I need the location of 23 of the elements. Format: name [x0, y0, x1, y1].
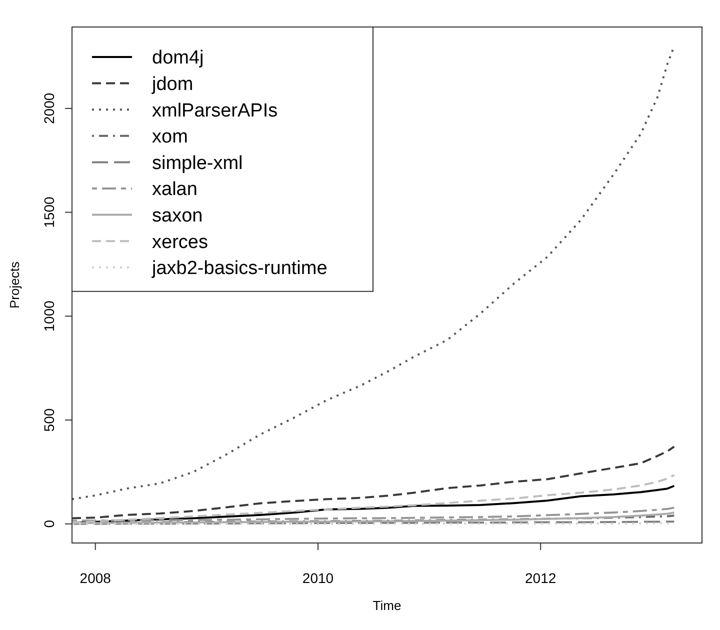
line-series: [71, 474, 676, 524]
legend-label: jdom: [151, 74, 194, 95]
y-tick-label: 1000: [41, 300, 57, 332]
line-series: [71, 506, 676, 522]
legend-label: xalan: [152, 179, 198, 200]
y-axis-title: Projects: [7, 261, 22, 308]
line-series: [71, 512, 676, 524]
y-tick-label: 2000: [41, 92, 57, 124]
y-tick-label: 0: [41, 520, 57, 528]
legend-label: xerces: [152, 232, 208, 253]
legend-label: xmlParserAPIs: [152, 100, 278, 122]
legend-label: dom4j: [152, 48, 204, 69]
legend-label: xom: [152, 126, 188, 148]
legend-label: jaxb2-basics-runtime: [151, 258, 328, 280]
x-axis-title: Time: [372, 598, 402, 613]
x-tick-label: 2008: [80, 570, 112, 586]
legend-label: saxon: [152, 205, 203, 226]
x-tick-label: 2010: [302, 570, 334, 586]
y-tick-label: 500: [41, 408, 57, 432]
x-tick-label: 2012: [525, 570, 556, 586]
y-tick-label: 1500: [41, 196, 57, 228]
legend-label: simple-xml: [152, 152, 243, 174]
line-series: [71, 446, 676, 520]
